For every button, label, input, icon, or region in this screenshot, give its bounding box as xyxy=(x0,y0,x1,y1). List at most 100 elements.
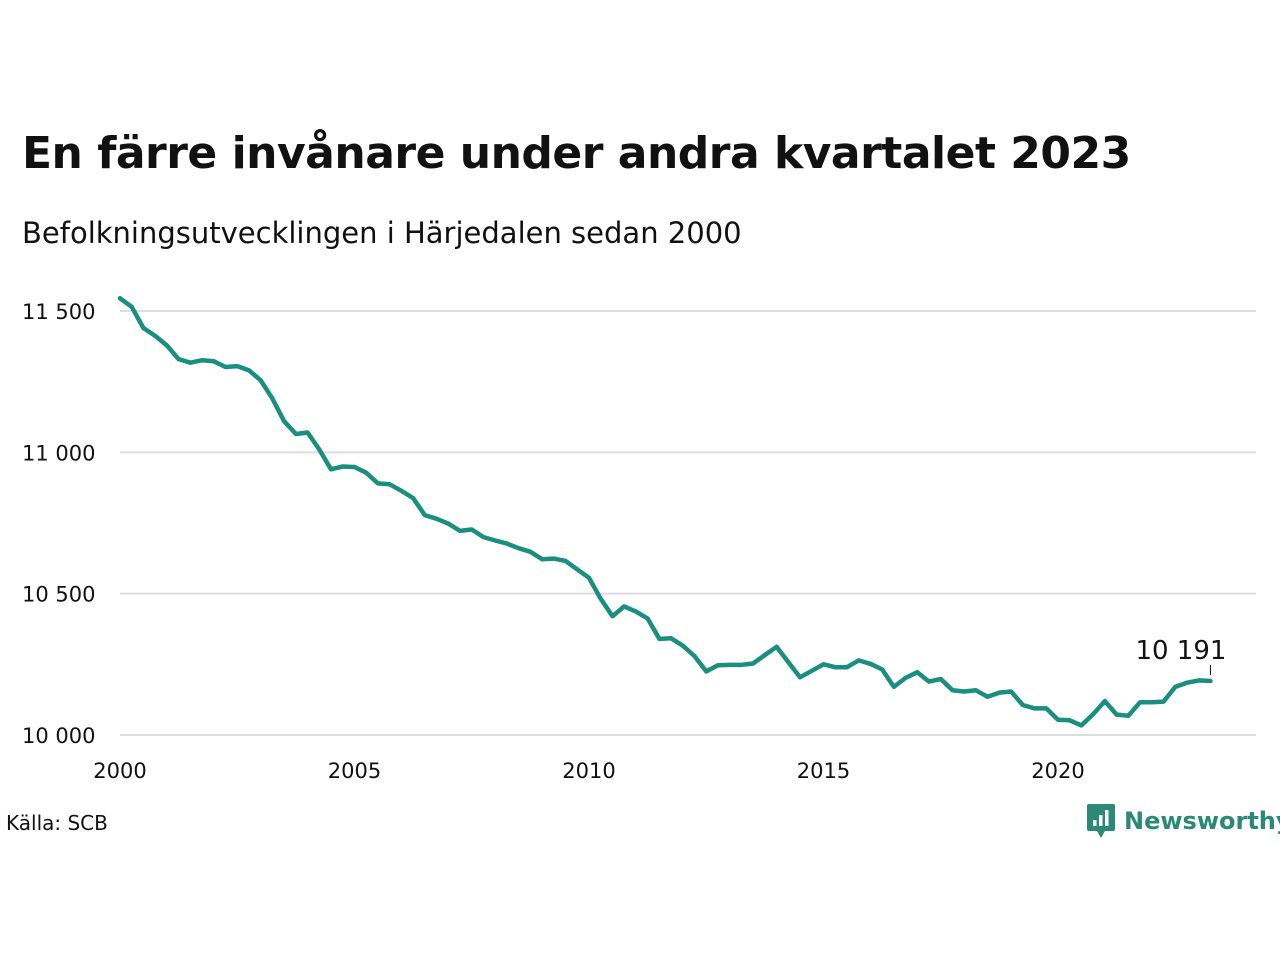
x-tick-label: 2000 xyxy=(93,759,146,783)
data-point xyxy=(973,688,978,693)
data-point xyxy=(282,419,287,424)
data-point xyxy=(434,516,439,521)
y-tick-label: 10 500 xyxy=(22,583,95,607)
data-point xyxy=(997,690,1002,695)
data-point xyxy=(950,688,955,693)
data-point xyxy=(340,464,345,469)
grid-lines xyxy=(120,310,1256,736)
data-point xyxy=(223,365,228,369)
data-point xyxy=(1044,706,1049,711)
data-point xyxy=(833,665,838,670)
data-point xyxy=(329,467,333,472)
data-point xyxy=(141,326,146,330)
data-point xyxy=(739,662,744,667)
data-point xyxy=(176,357,181,362)
y-tick-label: 10 000 xyxy=(22,724,95,748)
data-point xyxy=(247,368,251,373)
data-point xyxy=(118,296,122,301)
data-point xyxy=(270,396,275,401)
data-point xyxy=(903,675,908,680)
data-point xyxy=(915,670,920,675)
data-point xyxy=(716,663,720,668)
y-axis-ticks: 10 000 10 500 11 000 11 500 xyxy=(22,300,95,748)
data-point xyxy=(762,653,767,657)
brand-logo: Newsworthy xyxy=(1086,801,1280,841)
data-point xyxy=(1091,712,1096,717)
x-axis-ticks: 2000 2005 2010 2015 2020 xyxy=(93,759,1084,783)
data-point xyxy=(200,358,205,363)
data-point xyxy=(317,447,322,452)
data-point xyxy=(1056,717,1060,722)
data-point xyxy=(633,609,638,614)
data-point xyxy=(235,364,240,369)
data-point xyxy=(809,668,814,673)
data-point xyxy=(563,558,568,563)
data-point xyxy=(352,465,357,469)
x-tick-label: 2020 xyxy=(1031,759,1084,783)
data-point xyxy=(399,488,404,493)
data-point xyxy=(727,662,732,667)
data-point xyxy=(153,333,158,338)
annotation-layer: 10 191 xyxy=(1135,636,1226,676)
data-point xyxy=(1208,679,1213,683)
series-line xyxy=(117,296,1213,728)
data-point xyxy=(856,658,861,663)
data-point xyxy=(1067,718,1072,723)
data-point xyxy=(786,660,791,665)
data-point xyxy=(551,556,556,561)
data-point xyxy=(364,470,369,475)
data-point xyxy=(258,378,263,383)
data-point xyxy=(891,684,896,689)
brand-name: Newsworthy xyxy=(1124,807,1280,835)
data-point xyxy=(587,575,591,580)
data-point xyxy=(927,679,931,684)
data-point xyxy=(868,661,873,666)
chart-title: En färre invånare under andra kvartalet … xyxy=(22,128,1131,179)
data-point xyxy=(305,430,310,435)
data-point xyxy=(622,604,627,609)
data-point xyxy=(504,541,509,546)
data-point xyxy=(458,528,462,533)
data-point xyxy=(540,557,545,562)
data-point xyxy=(657,636,662,641)
chart-subtitle: Befolkningsutvecklingen i Härjedalen sed… xyxy=(22,216,742,250)
data-point xyxy=(188,360,193,365)
data-point xyxy=(422,513,427,518)
data-point xyxy=(1020,703,1025,707)
data-point xyxy=(1185,680,1189,685)
data-point xyxy=(1114,712,1119,717)
data-point xyxy=(469,527,474,532)
data-point xyxy=(985,694,990,699)
last-value-label: 10 191 xyxy=(1135,636,1226,666)
data-point xyxy=(481,535,486,540)
data-point xyxy=(798,675,802,680)
x-tick-label: 2010 xyxy=(562,759,615,783)
data-point xyxy=(669,636,674,641)
data-point xyxy=(1173,684,1178,689)
data-point xyxy=(598,596,603,601)
data-point xyxy=(528,549,533,554)
data-point xyxy=(821,662,826,667)
data-point xyxy=(446,521,451,526)
x-tick-label: 2015 xyxy=(797,759,850,783)
data-point xyxy=(1032,706,1037,711)
data-point xyxy=(1138,700,1143,705)
data-point xyxy=(645,616,650,621)
data-point xyxy=(129,304,134,309)
data-point xyxy=(411,496,416,501)
data-point xyxy=(1102,699,1107,704)
data-point xyxy=(375,481,380,486)
data-point xyxy=(1009,689,1014,694)
data-point xyxy=(575,567,580,572)
data-point xyxy=(493,538,498,543)
data-point xyxy=(938,677,943,681)
data-point xyxy=(164,343,169,348)
data-point xyxy=(751,661,756,666)
data-point xyxy=(516,546,521,551)
data-point xyxy=(774,644,779,649)
data-point xyxy=(962,689,967,694)
y-tick-label: 11 500 xyxy=(22,300,95,324)
data-point xyxy=(1196,678,1201,683)
data-point xyxy=(211,359,216,364)
data-point xyxy=(1079,723,1084,728)
